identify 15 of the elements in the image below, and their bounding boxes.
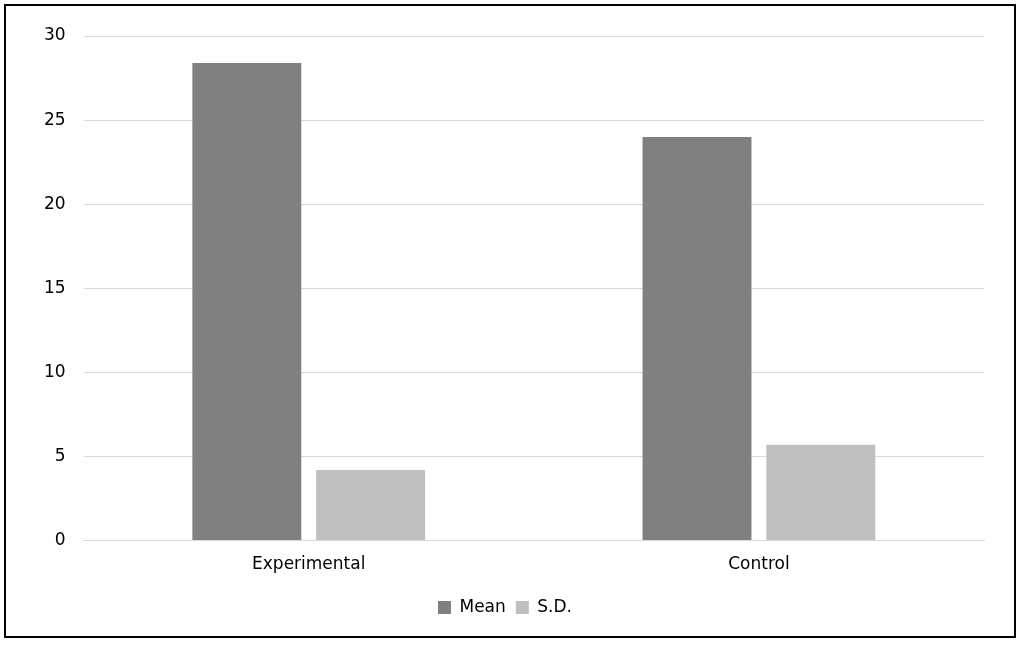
legend-label: Mean bbox=[459, 595, 506, 616]
x-tick-label: Experimental bbox=[252, 553, 366, 574]
bar bbox=[642, 136, 752, 541]
x-tick-label: Control bbox=[728, 553, 790, 574]
y-tick-label: 0 bbox=[54, 529, 66, 550]
bar bbox=[766, 444, 876, 541]
legend-label: S.D. bbox=[537, 595, 573, 616]
y-tick-label: 15 bbox=[43, 276, 66, 297]
y-tick-label: 10 bbox=[43, 360, 66, 381]
bar bbox=[192, 62, 302, 541]
y-tick-label: 25 bbox=[43, 108, 66, 129]
y-tick-label: 20 bbox=[43, 192, 66, 213]
y-tick-label: 5 bbox=[54, 444, 66, 465]
bar bbox=[316, 469, 426, 541]
y-tick-label: 30 bbox=[43, 24, 66, 45]
